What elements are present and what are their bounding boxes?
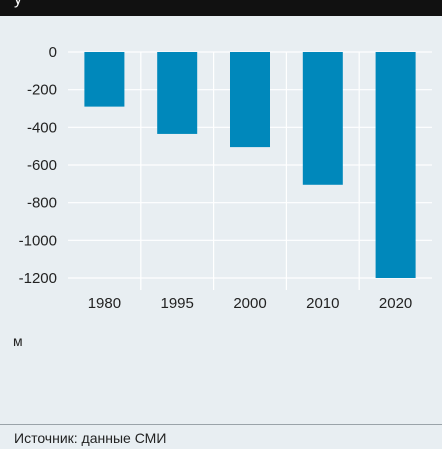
x-tick-label: 2010 [306,295,339,312]
x-tick-label: 1980 [88,295,121,312]
y-tick-label: 0 [49,44,57,61]
header-bar: у [0,0,442,16]
bar-2020 [375,52,416,278]
y-tick-label: -400 [27,119,57,136]
header-title: у [14,0,22,9]
source-note: Источник: данные СМИ [14,430,167,446]
bars [84,52,416,278]
x-tick-label: 2000 [233,295,266,312]
y-tick-label: -1200 [19,270,57,287]
bar-1995 [157,52,198,134]
bar-2010 [302,52,343,185]
unit-label: м [13,333,23,349]
bar-1980 [84,52,125,107]
y-axis-ticks: 0 -200 -400 -600 -800 -1000 -1200 [19,44,57,287]
x-tick-label: 1995 [161,295,194,312]
y-tick-label: -800 [27,195,57,212]
x-tick-label: 2020 [379,295,412,312]
bar-2000 [230,52,270,148]
y-tick-label: -200 [27,82,57,99]
y-tick-label: -600 [27,157,57,174]
footer-divider [0,424,442,425]
x-axis-ticks: 1980 1995 2000 2010 2020 [88,295,413,312]
y-tick-label: -1000 [19,232,57,249]
